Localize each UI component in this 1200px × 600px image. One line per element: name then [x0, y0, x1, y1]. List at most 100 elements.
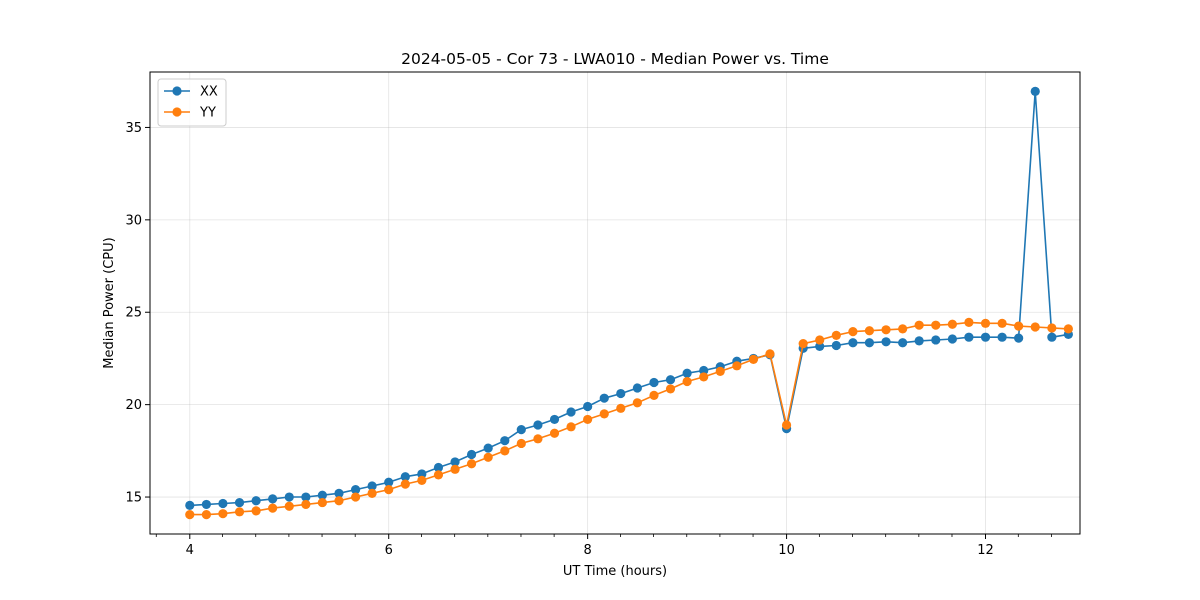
data-point-xx — [1047, 332, 1057, 342]
data-point-yy — [881, 325, 891, 335]
x-tick-label: 8 — [584, 543, 592, 558]
data-point-xx — [201, 499, 211, 510]
y-tick-label: 20 — [125, 398, 142, 413]
data-point-xx — [682, 368, 692, 378]
series-layer — [185, 86, 1073, 520]
data-point-yy — [732, 361, 742, 371]
data-point-yy — [234, 507, 245, 517]
data-point-yy — [781, 420, 792, 430]
y-axis-label: Median Power (CPU) — [102, 237, 117, 368]
data-point-xx — [251, 496, 261, 506]
data-point-yy — [748, 354, 759, 364]
data-point-xx — [831, 340, 841, 351]
data-point-xx — [268, 494, 278, 504]
data-point-yy — [549, 428, 560, 438]
data-point-xx — [632, 383, 642, 393]
series-yy — [185, 317, 1073, 520]
data-point-yy — [798, 339, 808, 349]
y-tick-label: 30 — [125, 213, 142, 228]
data-point-yy — [251, 506, 261, 516]
data-point-yy — [284, 501, 294, 511]
data-point-xx — [185, 500, 195, 510]
data-point-xx — [234, 497, 245, 508]
data-point-xx — [599, 393, 609, 403]
data-point-yy — [682, 376, 692, 387]
data-point-xx — [566, 407, 576, 417]
data-point-yy — [715, 366, 725, 376]
data-point-yy — [334, 496, 344, 506]
chart-title: 2024-05-05 - Cor 73 - LWA010 - Median Po… — [401, 50, 829, 68]
data-point-xx — [964, 332, 974, 342]
legend-item-xx: XX — [164, 85, 218, 100]
legend-item-yy: YY — [164, 106, 216, 121]
data-point-xx — [549, 414, 560, 425]
data-point-yy — [583, 414, 593, 425]
data-point-yy — [516, 438, 526, 449]
data-point-yy — [268, 503, 278, 513]
data-point-yy — [350, 492, 361, 502]
data-point-yy — [384, 485, 394, 495]
legend-label: YY — [199, 106, 216, 121]
data-point-yy — [649, 390, 659, 400]
data-point-yy — [898, 324, 908, 334]
data-point-xx — [997, 332, 1007, 342]
x-tick-label: 12 — [977, 543, 994, 558]
data-point-yy — [566, 422, 576, 432]
data-point-xx — [284, 492, 294, 502]
y-tick-label: 15 — [125, 491, 142, 506]
data-point-yy — [831, 330, 841, 340]
data-point-yy — [466, 459, 477, 469]
data-point-yy — [450, 464, 460, 474]
data-point-xx — [218, 498, 228, 509]
data-point-yy — [997, 318, 1007, 328]
data-point-yy — [483, 452, 493, 462]
data-point-xx — [1030, 86, 1040, 97]
data-point-yy — [201, 509, 211, 520]
data-point-xx — [947, 334, 957, 344]
data-point-xx — [699, 365, 709, 376]
data-point-xx — [533, 420, 543, 430]
data-point-yy — [665, 384, 676, 394]
data-point-xx — [1014, 333, 1024, 343]
data-point-xx — [881, 337, 891, 347]
data-point-yy — [964, 317, 974, 328]
axis-ticks: 4 6 8 10 12 15 20 25 30 35 — [125, 121, 1052, 558]
data-point-xx — [301, 492, 311, 502]
x-tick-label: 6 — [385, 543, 393, 558]
data-point-yy — [1030, 322, 1040, 332]
data-point-xx — [384, 477, 394, 487]
data-point-xx — [417, 469, 427, 479]
grid — [150, 72, 1080, 534]
data-point-yy — [533, 434, 543, 444]
data-point-xx — [931, 335, 941, 345]
data-point-xx — [367, 481, 377, 491]
data-point-xx — [898, 338, 908, 348]
data-point-xx — [450, 457, 460, 467]
data-point-yy — [864, 326, 875, 336]
data-point-xx — [400, 472, 410, 482]
data-point-yy — [632, 398, 642, 408]
legend-swatch-marker — [172, 86, 182, 96]
data-point-yy — [301, 499, 311, 510]
data-point-yy — [185, 509, 195, 520]
data-point-yy — [1063, 324, 1073, 334]
data-point-yy — [218, 509, 228, 519]
x-tick-label: 4 — [186, 543, 194, 558]
plot-frame — [149, 71, 1081, 535]
data-point-yy — [699, 372, 709, 382]
data-point-yy — [1014, 321, 1024, 331]
data-point-xx — [334, 488, 344, 498]
data-point-xx — [864, 338, 875, 348]
data-point-xx — [649, 377, 659, 388]
data-point-xx — [466, 449, 477, 460]
y-tick-label: 25 — [125, 306, 142, 321]
data-point-yy — [433, 470, 444, 480]
data-point-yy — [980, 318, 991, 328]
legend-swatch-marker — [172, 107, 182, 117]
legend: XX YY — [157, 78, 227, 127]
data-point-yy — [931, 320, 941, 330]
data-point-xx — [914, 336, 924, 346]
data-point-xx — [848, 338, 858, 348]
data-point-yy — [947, 319, 957, 329]
